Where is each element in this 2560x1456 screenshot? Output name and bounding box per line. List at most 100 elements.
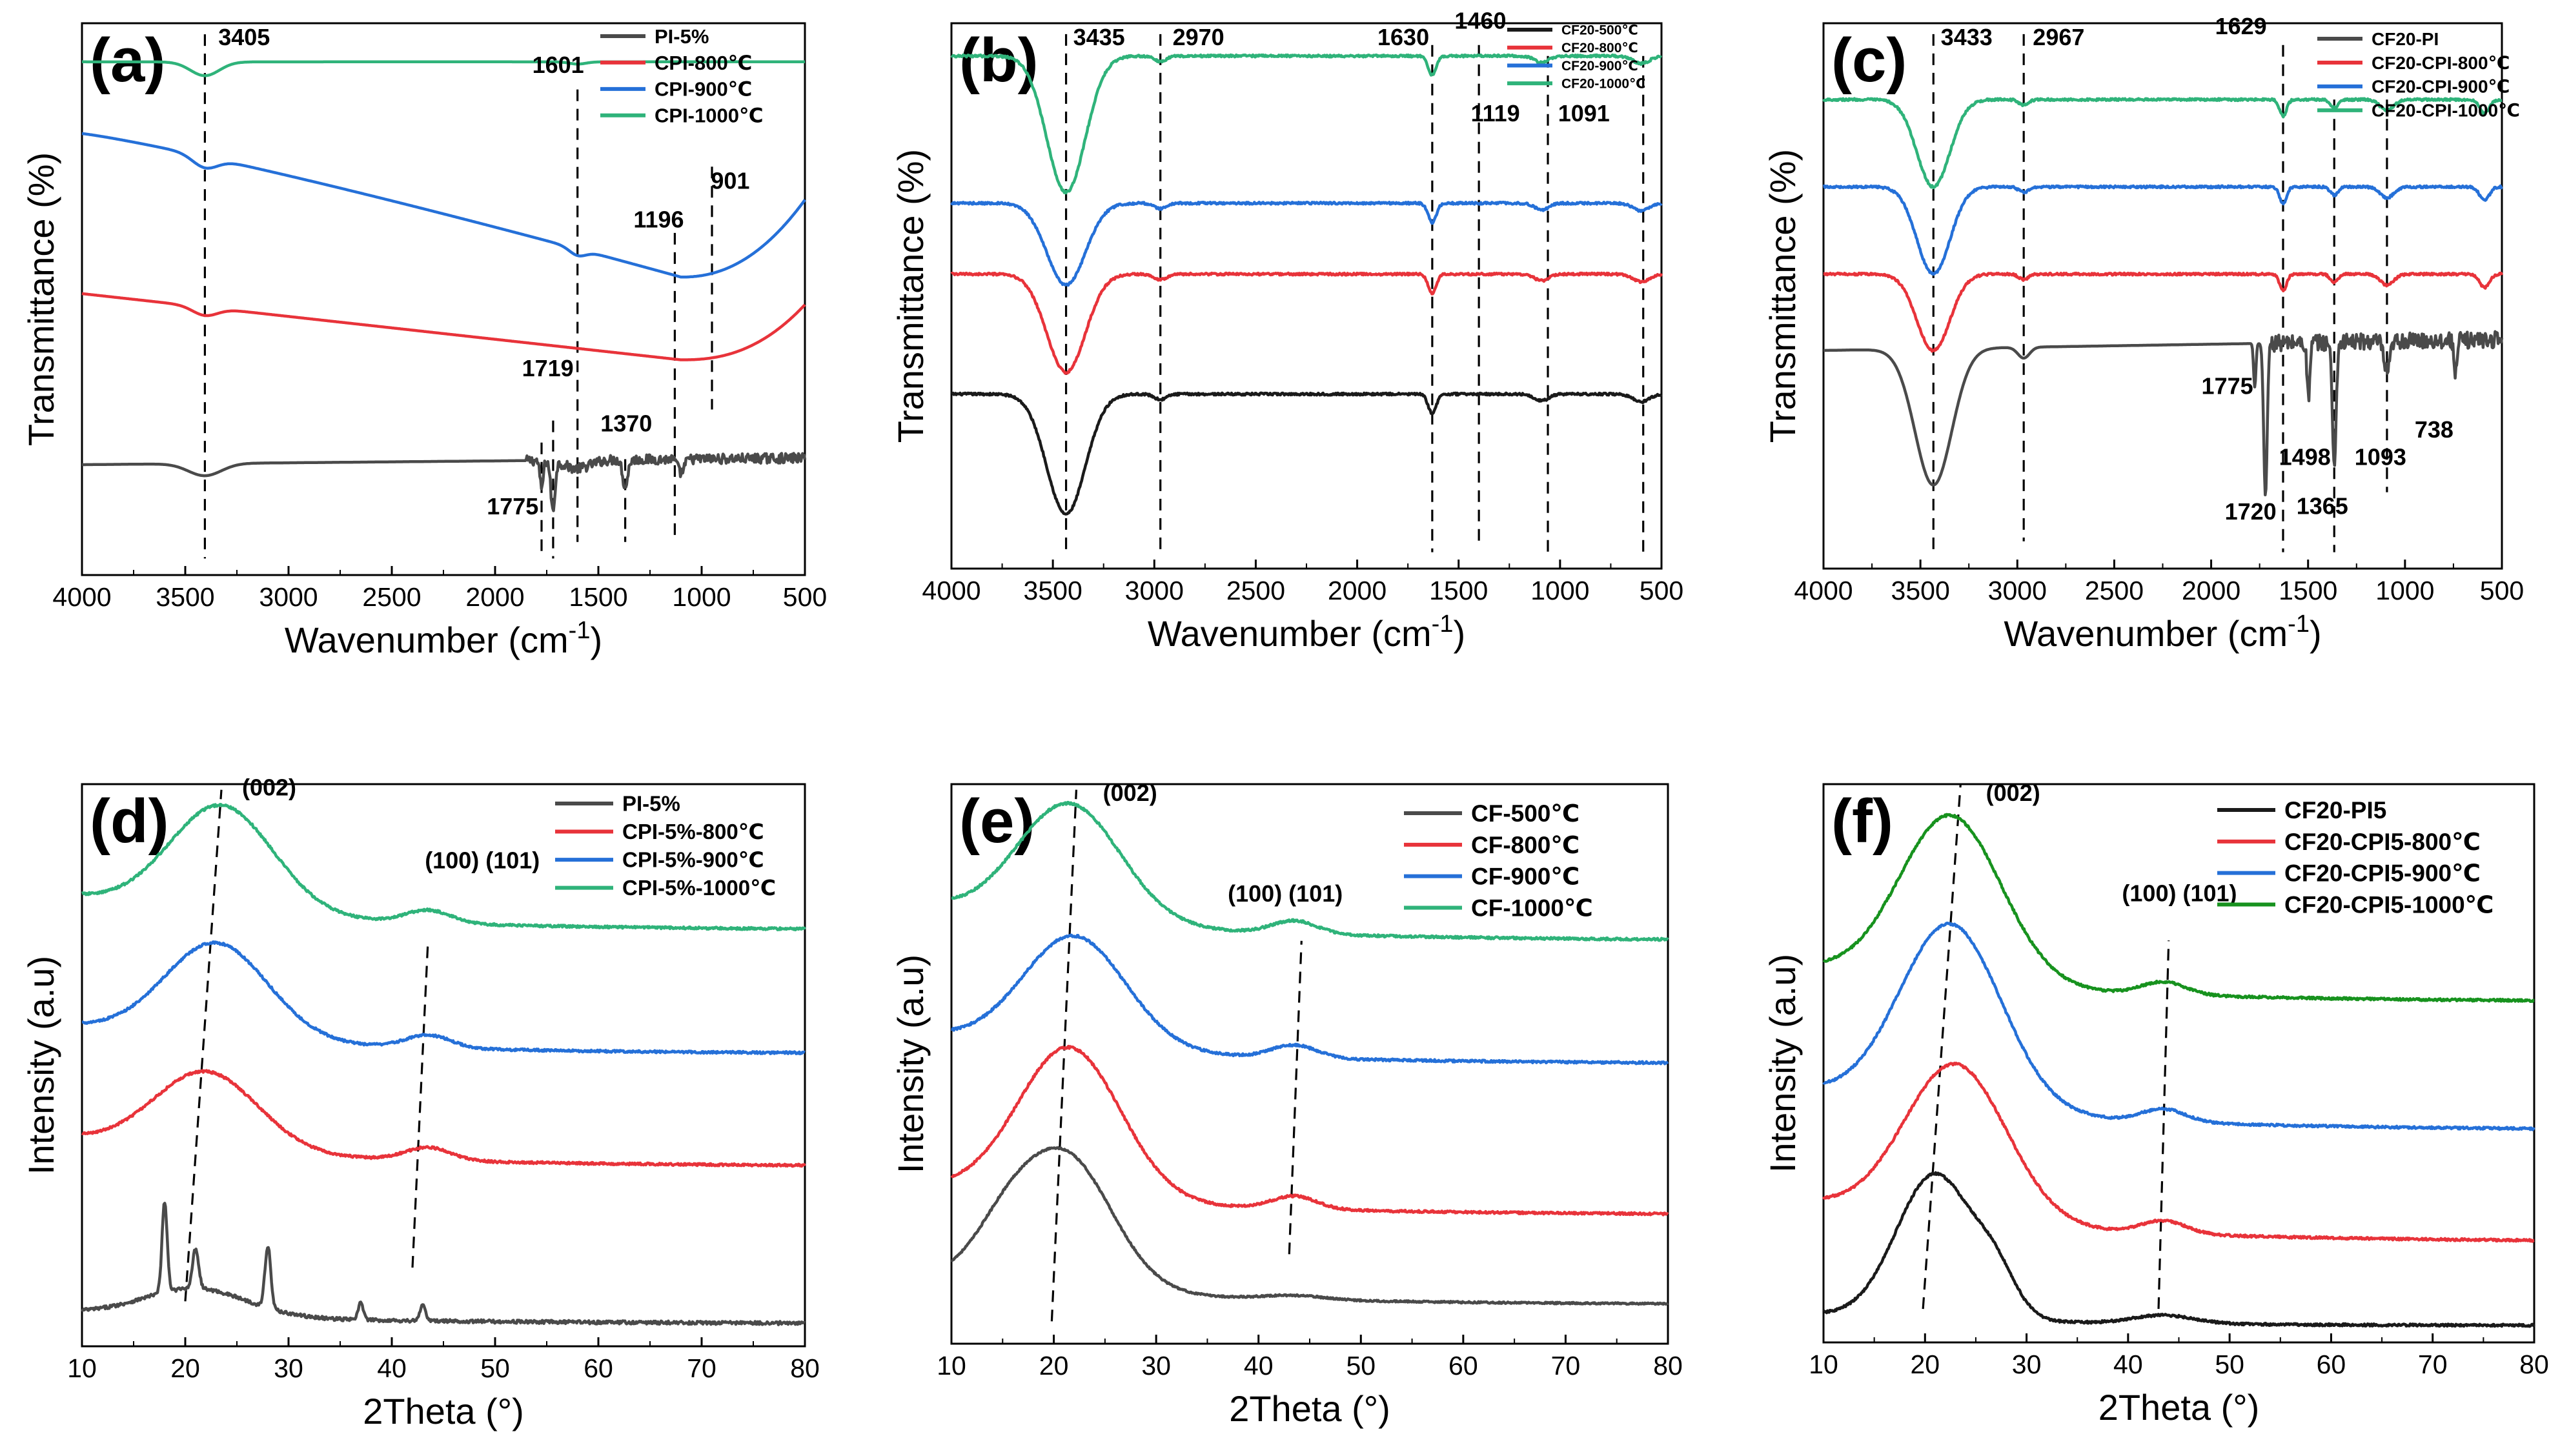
series-line-pi-5- bbox=[81, 452, 807, 512]
legend-label: CF20-CPI5-1000℃ bbox=[2284, 891, 2494, 918]
peak-marker-line bbox=[184, 789, 223, 1302]
chart-panel-f: 10 20 30 40 50 60 70 80 2Theta (°) Intensity (a.u… bbox=[1762, 780, 2549, 1428]
series-line-cpi-5-900- bbox=[81, 940, 806, 1056]
peak-annotation: 1460 bbox=[1454, 7, 1506, 34]
x-tick-label: 2000 bbox=[1328, 576, 1387, 605]
series-line-cf20-1000- bbox=[950, 53, 1663, 195]
peak-marker-line bbox=[2157, 940, 2170, 1309]
legend-label: CF-500℃ bbox=[1471, 800, 1580, 827]
series-line-cf20-pi bbox=[1822, 330, 2504, 497]
plot-frame bbox=[950, 22, 1663, 570]
series-line-pi-5- bbox=[81, 1202, 806, 1326]
series-line-cf20-cpi5-1000- bbox=[1822, 813, 2535, 1004]
x-tick-label: 1500 bbox=[569, 582, 627, 612]
peak-annotation: 3435 bbox=[1073, 24, 1125, 50]
series-line-cf-900- bbox=[950, 933, 1669, 1066]
x-tick-label: 70 bbox=[1551, 1351, 1581, 1380]
peak-annotation: 1630 bbox=[1377, 24, 1429, 50]
peak-annotation: (002) bbox=[242, 774, 296, 800]
panel-label: (d) bbox=[90, 787, 169, 856]
series-line-cpi-1000- bbox=[81, 60, 806, 77]
panel-label: (f) bbox=[1831, 787, 1893, 856]
x-tick-label: 1000 bbox=[1530, 576, 1589, 605]
legend-label: CF20-CPI5-900℃ bbox=[2284, 860, 2481, 887]
legend-label: CF20-CPI-900℃ bbox=[2372, 77, 2510, 97]
peak-annotation: (100) (101) bbox=[1228, 880, 1343, 907]
x-tick-label: 500 bbox=[1640, 576, 1683, 605]
series-line-cpi-5-800- bbox=[81, 1069, 806, 1168]
series-line-cf20-cpi5-900- bbox=[1822, 921, 2535, 1131]
legend-label: CPI-5%-900℃ bbox=[622, 848, 764, 872]
peak-annotation: 3433 bbox=[1941, 24, 1993, 50]
peak-annotation: 1629 bbox=[2215, 13, 2267, 39]
x-tick-label: 80 bbox=[1653, 1351, 1683, 1380]
legend-label: CPI-5%-1000℃ bbox=[622, 876, 776, 900]
legend-label: CF-1000℃ bbox=[1471, 895, 1593, 921]
panel-label: (c) bbox=[1831, 26, 1907, 95]
y-axis-label: Intensity (a.u) bbox=[21, 956, 61, 1175]
y-axis-label: Transmittance (%) bbox=[1762, 149, 1803, 443]
x-tick-label: 4000 bbox=[922, 576, 980, 605]
peak-marker-line bbox=[1922, 784, 1962, 1309]
x-tick-label: 60 bbox=[2317, 1350, 2346, 1379]
x-tick-label: 500 bbox=[2480, 576, 2524, 605]
x-tick-label: 60 bbox=[584, 1353, 613, 1383]
x-tick-label: 2500 bbox=[2085, 576, 2144, 605]
legend-label: CF20-900℃ bbox=[1561, 59, 1638, 74]
legend-label: PI-5% bbox=[655, 25, 709, 48]
x-tick-label: 10 bbox=[937, 1351, 966, 1380]
x-tick-label: 40 bbox=[1244, 1351, 1274, 1380]
x-tick-label: 1500 bbox=[1429, 576, 1488, 605]
series-line-cf20-cpi-800- bbox=[1822, 271, 2504, 353]
peak-annotation: 1775 bbox=[2202, 373, 2253, 399]
series-line-cpi-900- bbox=[81, 132, 806, 279]
x-tick-label: 3000 bbox=[259, 582, 318, 612]
legend-label: CF-800℃ bbox=[1471, 832, 1580, 858]
series-line-cf-1000- bbox=[950, 800, 1669, 942]
legend-label: CPI-800℃ bbox=[655, 52, 752, 74]
x-tick-label: 3000 bbox=[1988, 576, 2047, 605]
peak-annotation: 738 bbox=[2415, 416, 2453, 443]
peak-annotation: 1775 bbox=[487, 493, 538, 520]
legend-label: CF20-500℃ bbox=[1561, 23, 1638, 37]
x-tick-label: 1000 bbox=[2375, 576, 2434, 605]
x-tick-label: 70 bbox=[687, 1353, 716, 1383]
peak-annotation: (100) (101) bbox=[425, 847, 540, 874]
peak-annotation: 1498 bbox=[2279, 443, 2331, 470]
chart-panel-b: 4000 3500 3000 2500 2000 1500 1000 500 Wavenumbe… bbox=[890, 7, 1683, 654]
x-tick-label: 20 bbox=[170, 1353, 200, 1383]
peak-annotation: 2970 bbox=[1173, 24, 1224, 50]
panel-label: (e) bbox=[959, 787, 1035, 856]
peak-annotation: 1719 bbox=[522, 355, 574, 381]
x-tick-label: 20 bbox=[1039, 1351, 1069, 1380]
y-axis-label: Transmittance (%) bbox=[890, 149, 931, 443]
x-tick-label: 4000 bbox=[1794, 576, 1853, 605]
series-line-cf20-500- bbox=[950, 391, 1663, 516]
x-axis-label: Wavenumber (cm-1) bbox=[2004, 611, 2321, 654]
peak-marker-line bbox=[1050, 789, 1078, 1322]
chart-panel-a: 4000 3500 3000 2500 2000 1500 1000 500 Wavenumbe… bbox=[21, 22, 827, 660]
peak-annotation: 1720 bbox=[2225, 498, 2277, 525]
legend-label: CPI-5%-800℃ bbox=[622, 820, 764, 844]
series-line-cf20-cpi-900- bbox=[1822, 184, 2503, 276]
x-tick-label: 50 bbox=[1346, 1351, 1376, 1380]
x-tick-label: 10 bbox=[67, 1353, 97, 1383]
peak-annotation: 1601 bbox=[533, 52, 584, 78]
legend-label: CF20-PI bbox=[2372, 29, 2439, 49]
peak-marker-line bbox=[411, 941, 429, 1268]
x-tick-label: 1500 bbox=[2279, 576, 2337, 605]
x-tick-label: 500 bbox=[783, 582, 827, 612]
x-tick-label: 30 bbox=[274, 1353, 303, 1383]
x-tick-label: 10 bbox=[1809, 1350, 1838, 1379]
x-tick-label: 4000 bbox=[52, 582, 111, 612]
x-tick-label: 1000 bbox=[672, 582, 731, 612]
chart-panel-e: 10 20 30 40 50 60 70 80 2Theta (°) Intensity (a.u… bbox=[890, 780, 1683, 1429]
x-tick-label: 40 bbox=[2113, 1350, 2143, 1379]
legend-label: PI-5% bbox=[622, 792, 680, 816]
x-tick-label: 2000 bbox=[465, 582, 524, 612]
x-tick-label: 50 bbox=[2215, 1350, 2244, 1379]
y-axis-label: Intensity (a.u) bbox=[890, 955, 931, 1173]
x-tick-label: 50 bbox=[480, 1353, 510, 1383]
legend-label: CF20-CPI5-800℃ bbox=[2284, 829, 2481, 855]
